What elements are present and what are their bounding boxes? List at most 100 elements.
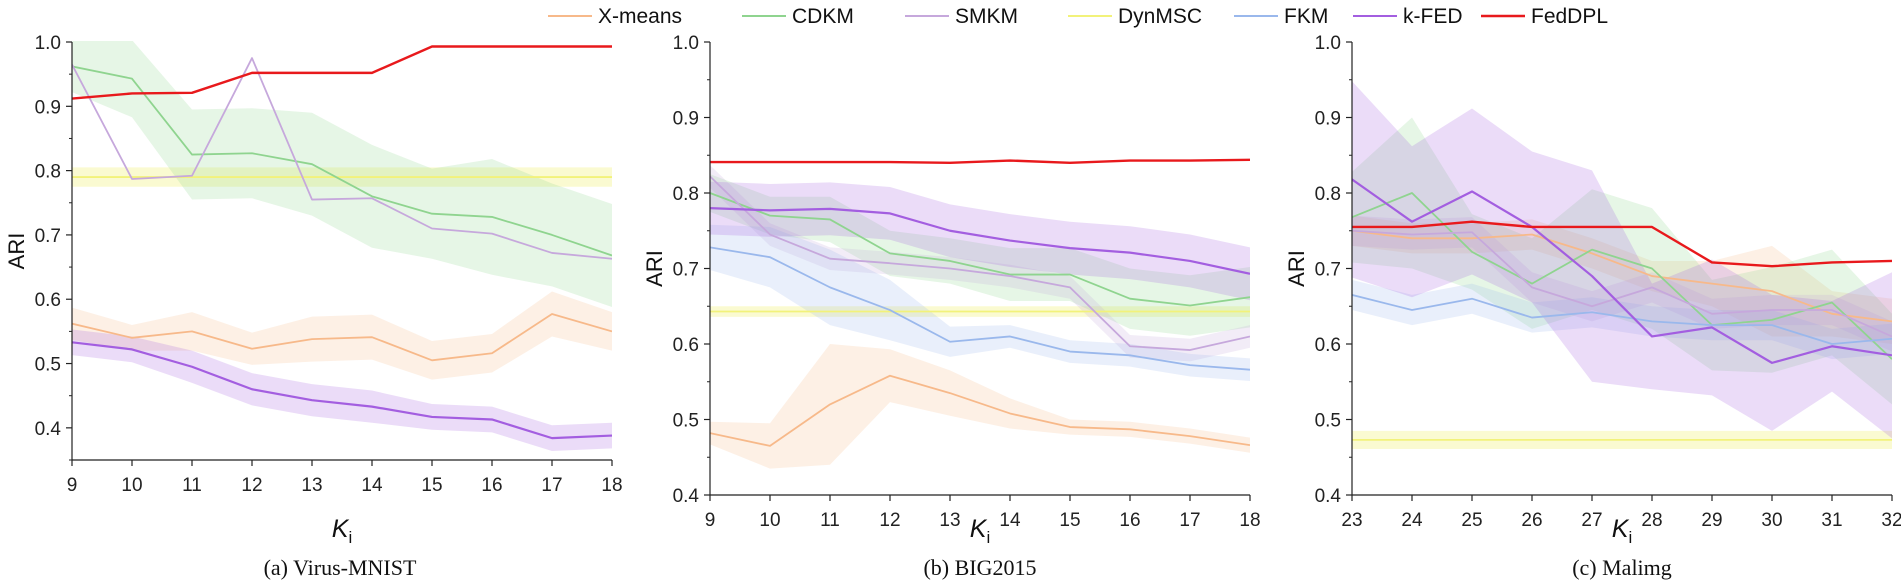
y-axis-label: ARI [642,250,667,287]
plot-area [72,41,612,451]
y-tick-label: 0.8 [1315,184,1341,205]
y-tick-label: 1.0 [673,33,699,54]
y-tick-label: 0.7 [1315,260,1341,281]
x-tick-label: 32 [1881,510,1901,531]
legend-item-dynmsc: DynMSC [1068,5,1202,28]
x-tick-label: 13 [939,510,960,531]
line-feddpl [72,45,612,100]
panel-c-malimg: 0.4 0.5 0.6 0.7 0.8 0.9 1.0 23 24 25 26 27 28 29 30 31 3… [1284,33,1901,580]
x-tick-label: 17 [1179,510,1200,531]
line-x-means [710,374,1250,447]
x-tick-label: 9 [67,475,78,496]
line-k-fed [72,341,612,440]
x-tick-label: 27 [1581,510,1602,531]
x-tick-label: 10 [121,475,142,496]
panel-caption: (b) BIG2015 [923,555,1036,580]
x-tick-label: 30 [1761,510,1782,531]
x-tick-label: 16 [481,475,502,496]
line-smkm [1352,229,1892,338]
x-axis-label: Ki [1612,515,1632,547]
y-tick-label: 0.9 [673,109,699,130]
band-smkm [710,165,1250,362]
legend-label-cdkm: CDKM [792,5,854,28]
plot-area [710,158,1250,469]
y-tick-label: 0.5 [35,355,61,376]
legend-item-cdkm: CDKM [742,5,854,28]
x-tick-label: 12 [879,510,900,531]
x-tick-label: 11 [182,475,202,496]
legend-label-dynmsc: DynMSC [1118,5,1202,28]
legend-label-feddpl: FedDPL [1531,5,1608,28]
y-tick-label: 1.0 [1315,33,1341,54]
x-tick-label: 29 [1701,510,1722,531]
band-x-means [710,344,1250,469]
x-tick-label: 17 [541,475,562,496]
line-k-fed [1352,178,1892,364]
band-cdkm [72,41,612,307]
x-tick-label: 24 [1401,510,1423,531]
line-smkm [710,175,1250,351]
panel-caption: (a) Virus-MNIST [264,555,417,580]
legend-item-k-fed: k-FED [1353,5,1463,28]
x-tick-label: 9 [705,510,716,531]
x-axis-label: Ki [970,515,990,547]
x-tick-label: 26 [1521,510,1542,531]
x-tick-label: 23 [1341,510,1362,531]
x-tick-label: 11 [820,510,840,531]
line-cdkm [710,192,1250,307]
y-tick-label: 1.0 [35,33,61,54]
y-tick-label: 0.4 [1315,486,1342,507]
plot-area [1352,81,1892,449]
band-cdkm [710,174,1250,336]
x-tick-label: 16 [1119,510,1140,531]
y-tick-label: 0.5 [673,411,699,432]
y-axis-label: ARI [1284,250,1309,287]
y-tick-label: 0.6 [1315,335,1341,356]
x-tick-label: 13 [301,475,322,496]
y-tick-label: 0.6 [673,335,699,356]
band-fkm [710,224,1250,381]
band-smkm [1352,215,1892,352]
x-tick-label: 31 [1821,510,1842,531]
line-x-means [72,313,612,362]
y-tick-label: 0.4 [35,419,62,440]
line-feddpl [710,158,1250,165]
x-tick-label: 14 [361,475,383,496]
y-tick-label: 0.4 [673,486,700,507]
x-axis-label: Ki [332,515,352,547]
line-cdkm [1352,192,1892,360]
x-tick-label: 15 [421,475,442,496]
legend-label-fkm: FKM [1284,5,1328,28]
legend: X-means CDKM SMKM DynMSC FKM k-FED FedDPL [548,5,1608,28]
y-tick-label: 0.7 [673,260,699,281]
x-tick-label: 12 [241,475,262,496]
y-tick-label: 0.7 [35,226,61,247]
line-feddpl [1352,220,1892,268]
line-fkm [710,246,1250,371]
legend-label-x-means: X-means [598,5,682,28]
y-axis-label: ARI [4,233,29,270]
legend-item-x-means: X-means [548,5,682,28]
y-tick-label: 0.8 [35,162,61,183]
y-tick-label: 0.9 [1315,109,1341,130]
line-k-fed [710,207,1250,275]
legend-label-smkm: SMKM [955,5,1018,28]
panel-a-virus-mnist: 0.4 0.5 0.6 0.7 0.8 0.9 1.0 9 10 11 12 13 14 15 16 17 18… [4,33,623,580]
x-tick-label: 15 [1059,510,1080,531]
legend-item-feddpl: FedDPL [1481,5,1608,28]
y-tick-label: 0.8 [673,184,699,205]
line-smkm [72,57,612,260]
x-tick-label: 18 [1239,510,1260,531]
line-fkm [1352,294,1892,345]
x-tick-label: 28 [1641,510,1662,531]
band-k-fed [710,181,1250,301]
x-tick-label: 25 [1461,510,1482,531]
y-tick-label: 0.5 [1315,411,1341,432]
panel-b-big2015: 0.4 0.5 0.6 0.7 0.8 0.9 1.0 9 10 11 12 13 14 15 16 17 18… [642,33,1261,580]
band-k-fed [72,329,612,451]
line-cdkm [72,65,612,257]
panel-caption: (c) Malimg [1572,555,1672,580]
band-x-means [72,291,612,380]
legend-label-k-fed: k-FED [1403,5,1463,28]
